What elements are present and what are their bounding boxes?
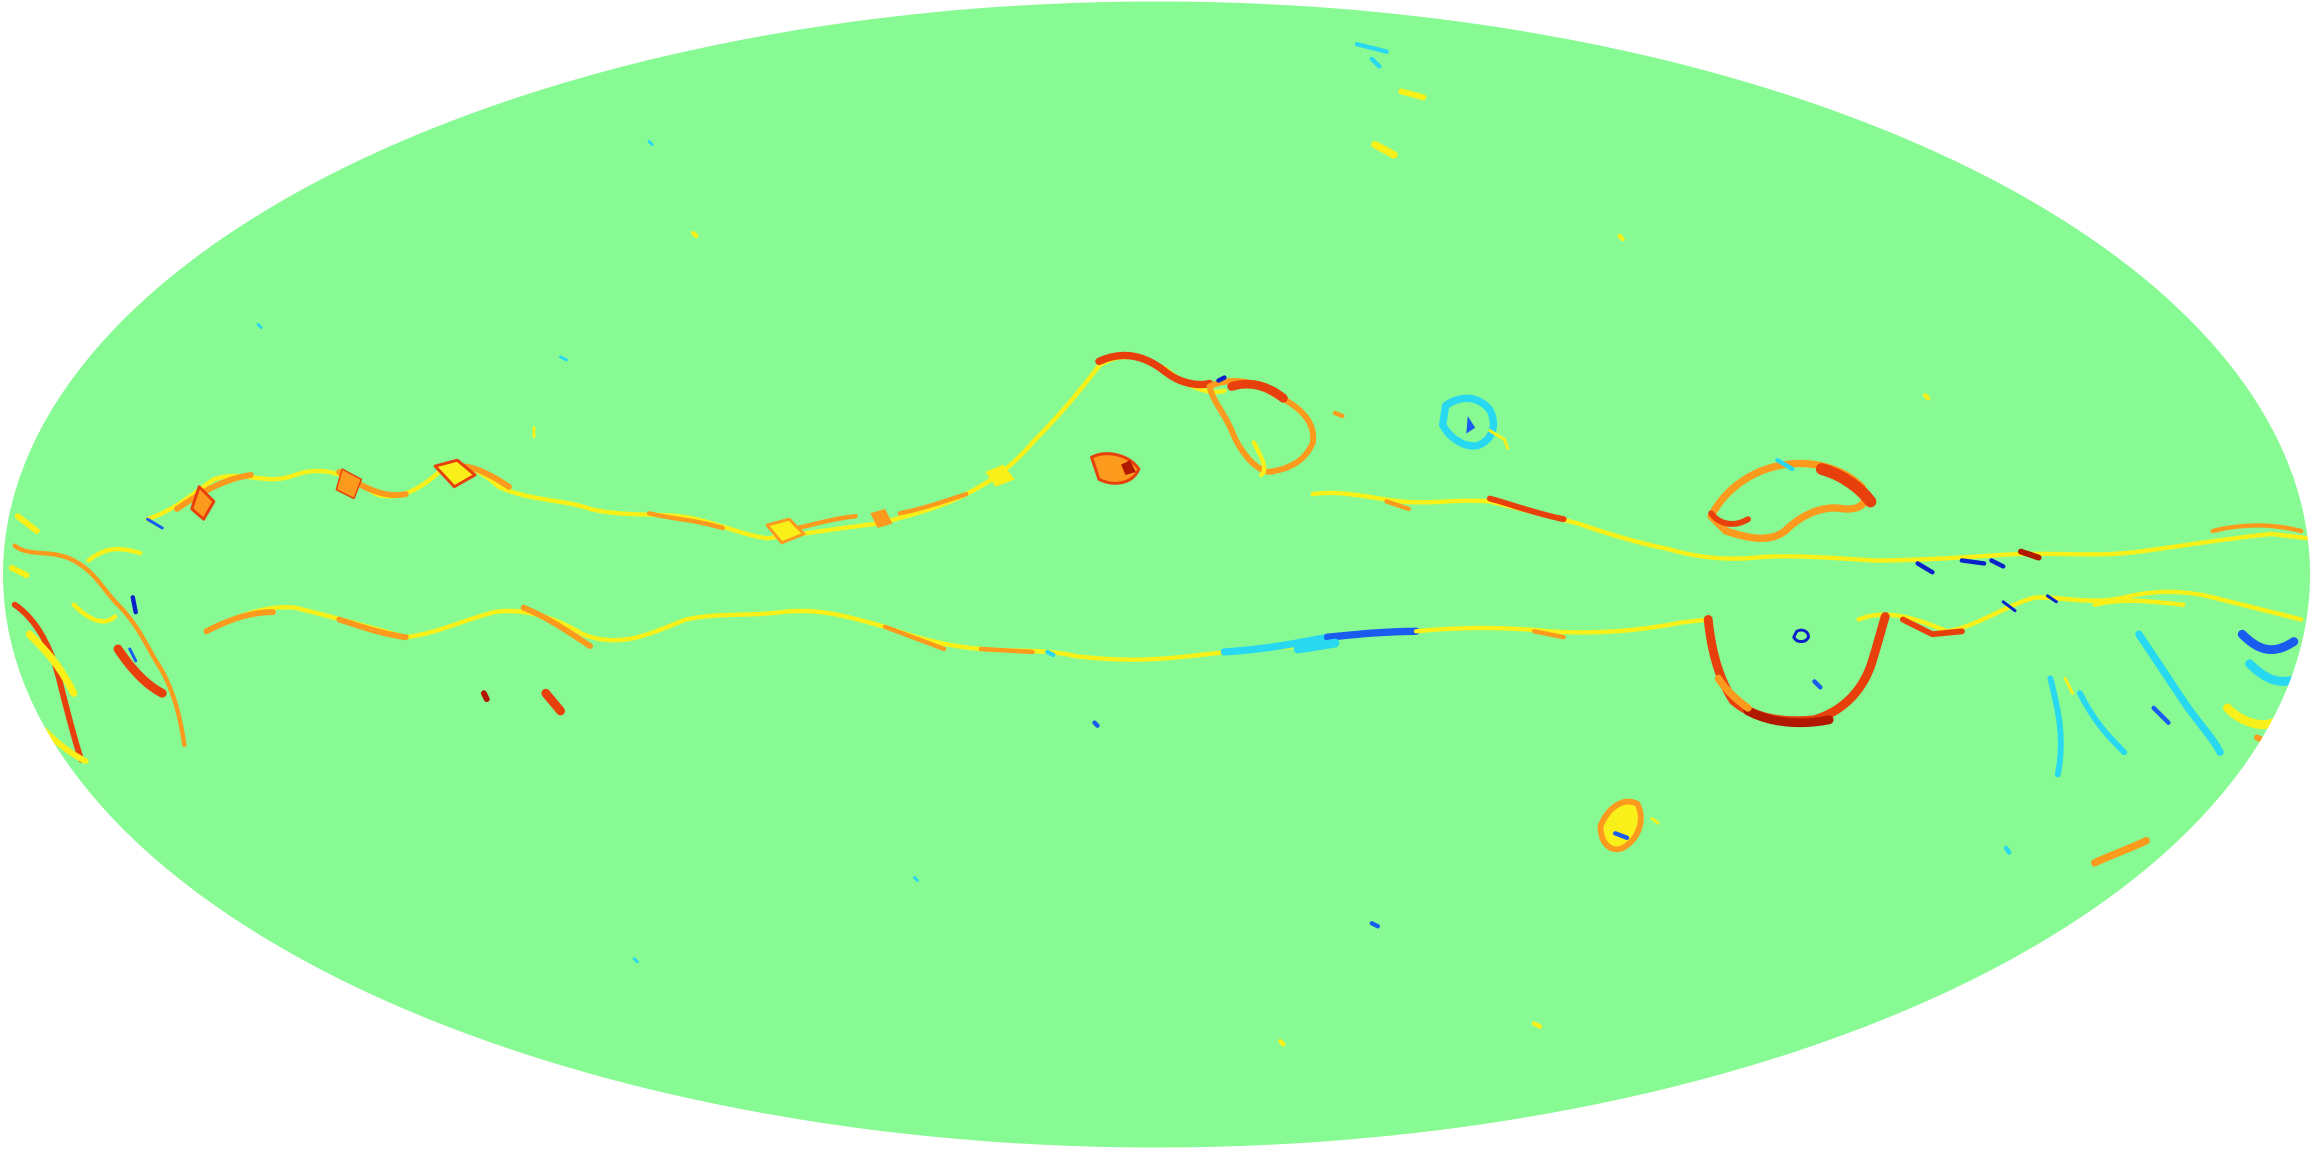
- eastern-plane-north: [1310, 490, 2311, 575]
- galactic-plane-north-filament: [145, 351, 1227, 545]
- galactic-plane-south-filament: [203, 589, 2304, 662]
- central-loop: [1090, 375, 1345, 485]
- left-limb-structures: [8, 513, 187, 765]
- eastern-loop-upper: [1707, 457, 1877, 542]
- southern-blob: [1597, 798, 2150, 867]
- scattered-specks: [256, 42, 1931, 1047]
- eastern-loop-lower: [1703, 612, 1890, 728]
- northern-ring: [1438, 394, 1510, 450]
